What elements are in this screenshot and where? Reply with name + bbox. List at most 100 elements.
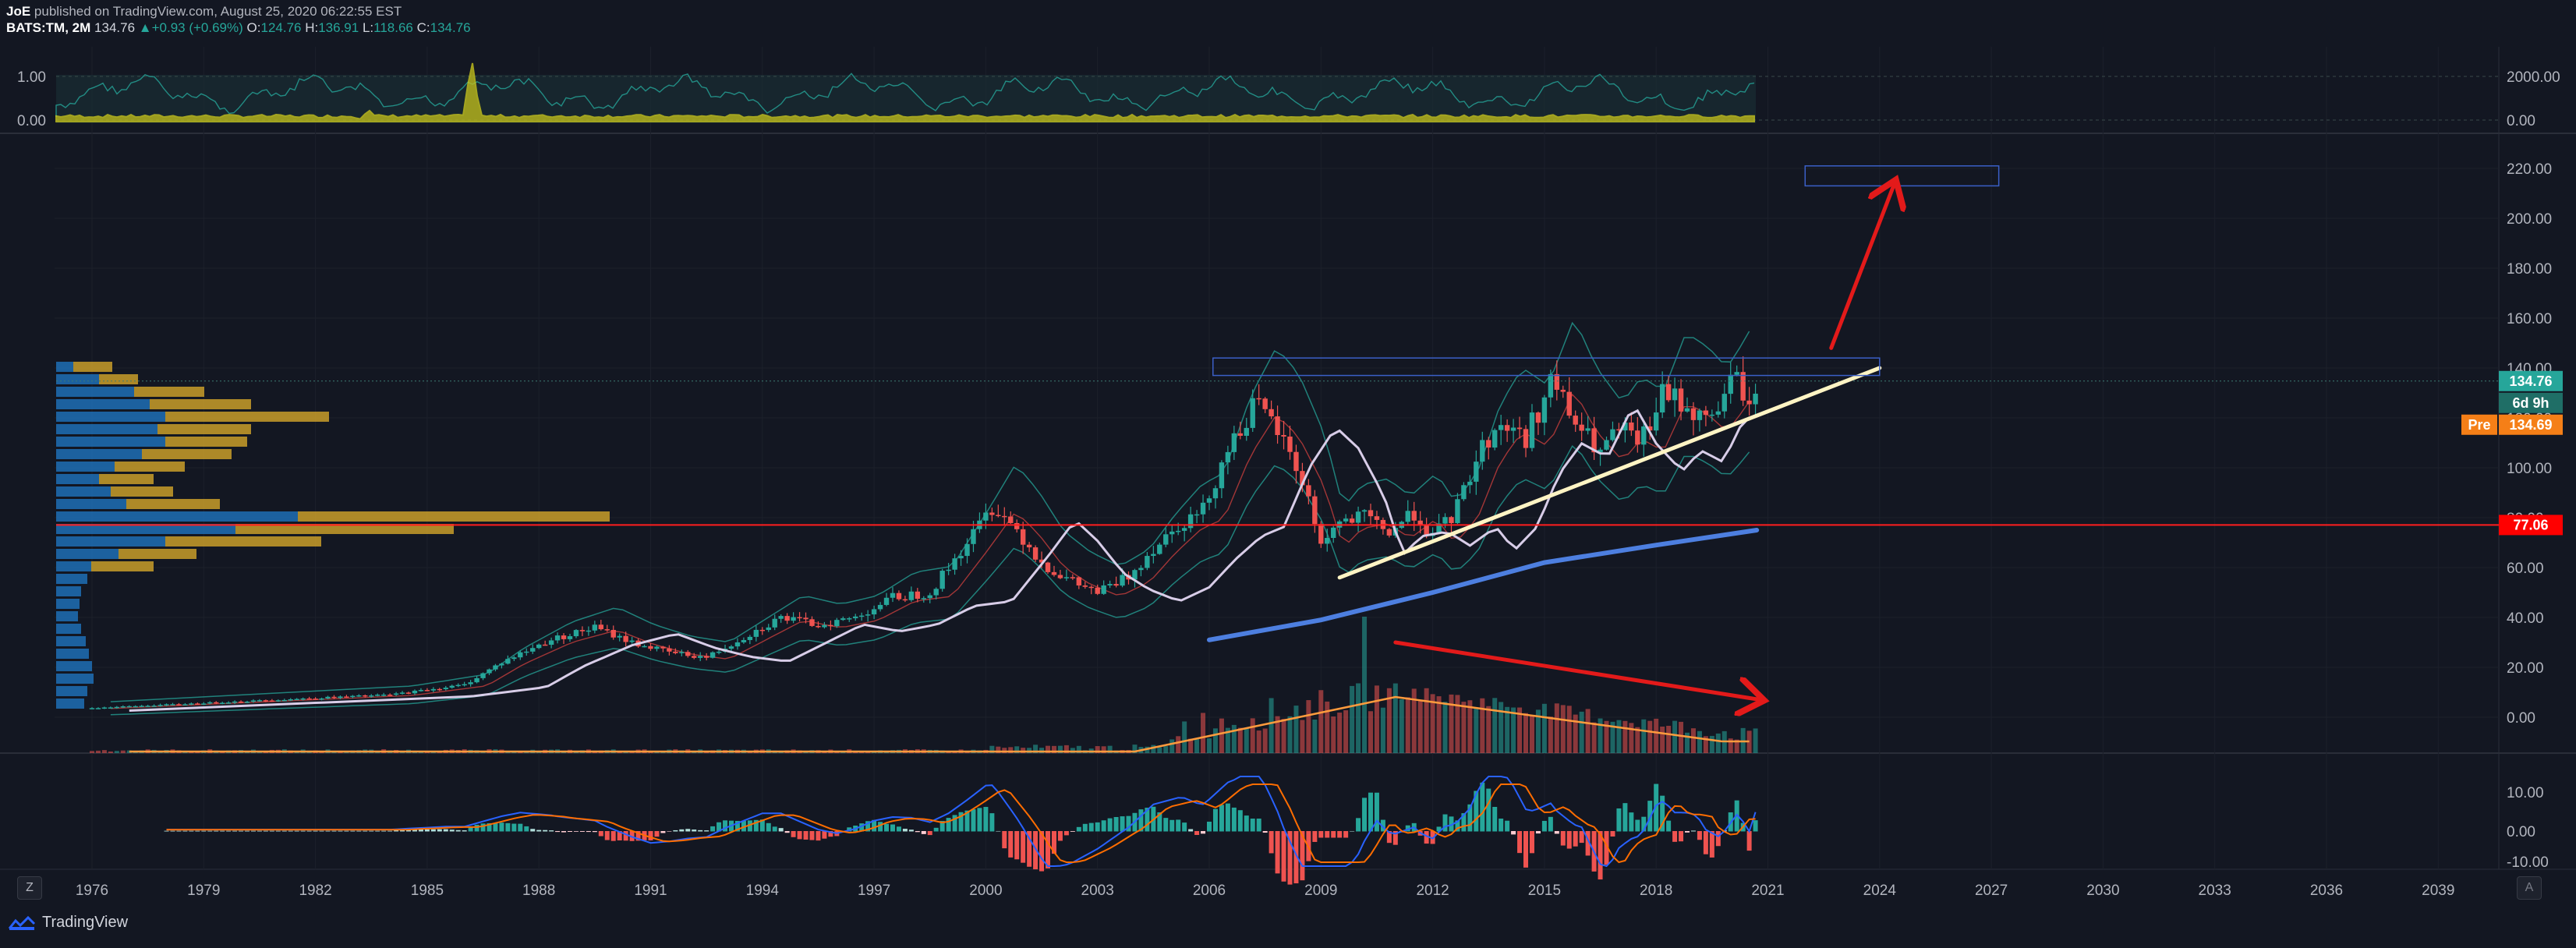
volume-bar (90, 751, 94, 753)
macd-histogram-bar (1380, 819, 1385, 832)
volume-bar (1672, 720, 1678, 753)
macd-histogram-bar (952, 815, 957, 832)
drawings[interactable] (56, 165, 2499, 700)
candle-body (338, 696, 343, 699)
volume-bar (1598, 718, 1603, 753)
last-price-badge-text: 134.76 (2509, 373, 2552, 389)
macd-histogram-bar (288, 830, 293, 832)
indicator-line (55, 73, 1755, 117)
candle-body (269, 700, 275, 702)
macd-histogram-bar (207, 830, 213, 832)
candle-body (1746, 400, 1752, 405)
candle-body (1498, 425, 1504, 430)
macd-histogram-bar (1113, 817, 1119, 832)
macd-histogram-bar (1697, 831, 1702, 840)
candle-body (418, 690, 424, 692)
candle-body (1275, 416, 1280, 436)
macd-histogram-bar (1107, 818, 1113, 832)
candle-body (586, 630, 592, 632)
candle-body (1014, 522, 1020, 529)
volume-bar (1176, 736, 1181, 753)
candle-body (890, 592, 896, 598)
candle-body (1740, 372, 1746, 401)
close-value: 134.76 (430, 20, 471, 35)
tradingview-brand[interactable]: TradingView (42, 914, 129, 931)
macd-histogram-bar (443, 829, 448, 832)
candle-body (1467, 481, 1473, 486)
zoom-reset-button[interactable]: Z (17, 876, 42, 900)
candle-body (350, 695, 356, 698)
macd-histogram-bar (1120, 816, 1125, 832)
candle-body (1343, 518, 1349, 522)
macd-histogram-bar (1480, 782, 1485, 832)
symbol-label[interactable]: BATS:TM, 2M (6, 20, 91, 35)
macd-histogram-bar (1535, 831, 1541, 834)
candle-body (1554, 373, 1560, 390)
macd-histogram-bar (239, 830, 244, 832)
macd-histogram-bar (1051, 831, 1056, 854)
candle-body (1057, 575, 1063, 578)
candle-body (1442, 517, 1448, 524)
candle-body (1659, 384, 1665, 413)
macd-histogram-bar (921, 831, 926, 834)
macd-histogram-bar (220, 830, 225, 832)
candle-body (344, 696, 349, 698)
candle-body (1697, 410, 1703, 420)
candle-body (195, 703, 200, 705)
macd-histogram-bar (1176, 819, 1181, 832)
time-axis[interactable]: 1976 1979 1982 1985 1988 1991 1994 1997 2000 2003… (76, 883, 2455, 899)
time-tick-label: 1985 (411, 883, 444, 899)
macd-histogram-bar (449, 830, 455, 832)
candle-body (772, 618, 777, 628)
macd-histogram-bar (1635, 819, 1640, 832)
candle-body (524, 651, 529, 653)
volume-bar (1163, 746, 1169, 753)
macd-histogram-bar (300, 830, 306, 832)
macd-histogram-bar (939, 821, 945, 832)
macd-histogram-bar (660, 831, 666, 833)
volume-bar (126, 750, 132, 753)
indicator-fill (56, 75, 1756, 123)
candle-body (1654, 412, 1659, 431)
price-axis[interactable]: 220.00200.00180.00160.00140.00120.00100.… (17, 69, 2560, 871)
volume-profile-down (73, 362, 112, 372)
macd-histogram-bar (759, 819, 765, 832)
volume-bar (1690, 728, 1696, 753)
indicator-left-tick: 0.00 (17, 113, 46, 129)
candle-body (791, 617, 796, 621)
volume-profile-up (56, 624, 81, 634)
volume-bar (1386, 688, 1392, 753)
candle-body (393, 693, 399, 695)
candle-body (1560, 389, 1566, 392)
volume-bar (1566, 706, 1572, 753)
volume-bar (1635, 727, 1640, 753)
candle-body (1250, 398, 1255, 428)
level-badge-text: 77.06 (2513, 517, 2548, 532)
volume-bar (1275, 716, 1280, 753)
macd-histogram-bar (734, 821, 740, 832)
candle-body (468, 682, 473, 684)
candle-body (480, 673, 486, 678)
volume-bar (1685, 732, 1690, 753)
candle-body (133, 706, 138, 708)
candle-body (692, 656, 697, 658)
author-name[interactable]: JoE (6, 4, 31, 19)
macd-histogram-bar (772, 826, 777, 832)
volume-profile-down (165, 536, 321, 547)
volume-bar (1101, 746, 1106, 753)
macd-histogram-bar (1629, 812, 1634, 832)
volume-bar (1231, 724, 1237, 753)
moving-average-medium (129, 409, 1750, 712)
macd-histogram-bar (250, 830, 256, 832)
macd-histogram-bar (313, 830, 318, 832)
candle-body (883, 597, 890, 605)
volume-profile-down (119, 549, 196, 559)
volume-bar (1219, 718, 1224, 753)
auto-scale-button[interactable]: A (2517, 876, 2542, 900)
candle-body (1063, 577, 1070, 578)
volume-bar (1021, 748, 1026, 753)
volume-profile-up (56, 611, 78, 621)
candle-body (1300, 471, 1305, 486)
candle-body (530, 648, 536, 652)
